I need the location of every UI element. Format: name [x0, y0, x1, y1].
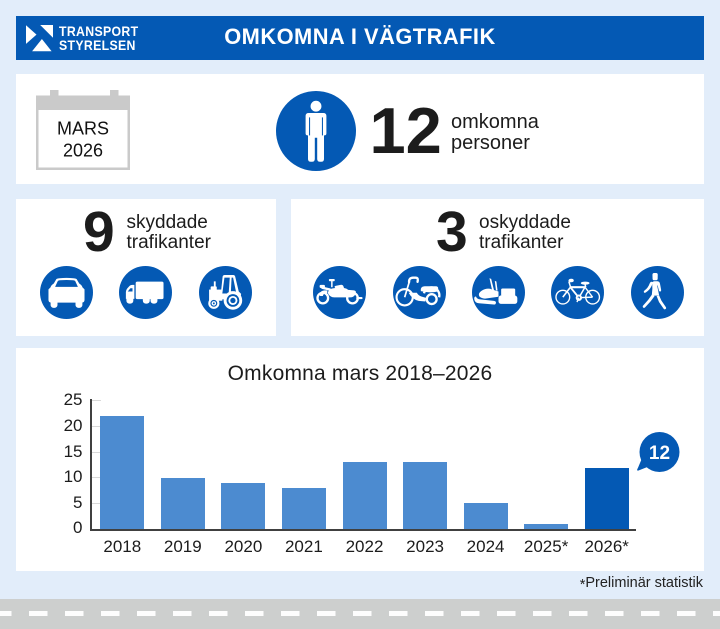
- svg-text:MARS: MARS: [57, 119, 109, 139]
- svg-text:2026: 2026: [63, 141, 103, 161]
- svg-text:12: 12: [649, 443, 670, 464]
